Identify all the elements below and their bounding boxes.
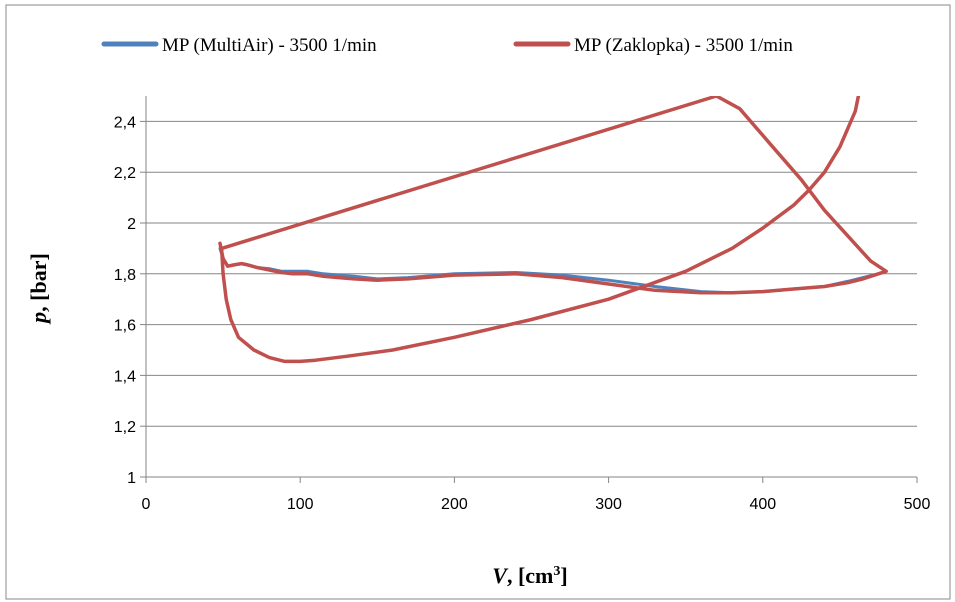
y-tick-label: 1,6 <box>114 318 136 335</box>
x-tick-label: 100 <box>287 496 314 513</box>
y-tick-label: 2,4 <box>114 114 136 131</box>
x-tick-label: 300 <box>595 496 622 513</box>
y-axis-unit: , [bar] <box>26 253 51 312</box>
legend-label: MP (Zaklopka) - 3500 1/min <box>574 35 793 56</box>
x-tick-label: 200 <box>441 496 468 513</box>
x-axis-unit: , [cm <box>507 563 553 588</box>
y-axis-var: p <box>26 312 51 325</box>
y-axis-title: p, [bar] <box>26 253 51 325</box>
x-axis-unit-sup: 3 <box>553 564 560 579</box>
x-tick-label: 400 <box>749 496 776 513</box>
x-tick-label: 0 <box>142 496 151 513</box>
x-tick-label: 500 <box>904 496 931 513</box>
x-axis-unit-end: ] <box>560 563 567 588</box>
y-tick-label: 2 <box>127 216 136 233</box>
y-tick-label: 1,4 <box>114 368 136 385</box>
y-tick-label: 1,8 <box>114 267 136 284</box>
y-tick-label: 2,2 <box>114 165 136 182</box>
legend-label: MP (MultiAir) - 3500 1/min <box>162 35 377 56</box>
y-tick-label: 1 <box>127 470 136 487</box>
y-tick-label: 1,2 <box>114 419 136 436</box>
